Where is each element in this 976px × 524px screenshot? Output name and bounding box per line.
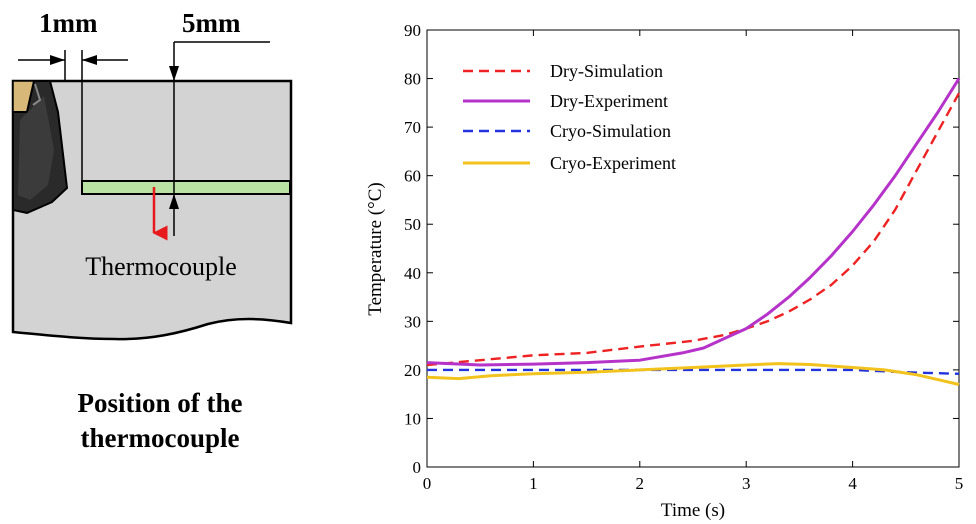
x-tick-label: 0 xyxy=(423,474,432,493)
dim-5mm-arrow-bottom xyxy=(169,194,179,209)
x-axis-label: Time (s) xyxy=(661,500,725,521)
y-tick-label: 0 xyxy=(413,458,422,477)
diagram-caption-line2: thermocouple xyxy=(81,423,240,453)
x-tick-label: 2 xyxy=(636,474,645,493)
y-tick-label: 30 xyxy=(404,312,421,331)
x-tick-label: 3 xyxy=(742,474,751,493)
y-axis-label: Temperature (°C) xyxy=(365,182,386,315)
y-tick-label: 10 xyxy=(404,409,421,428)
thermocouple-groove xyxy=(81,180,291,195)
y-tick-label: 40 xyxy=(404,264,421,283)
y-tick-label: 50 xyxy=(404,215,421,234)
y-axis-ticks: 0 10 20 30 40 50 60 70 80 90 xyxy=(404,21,959,477)
legend-label: Dry-Simulation xyxy=(550,61,663,81)
temperature-chart: 0 1 2 3 4 5 0 10 20 30 40 50 60 70 80 90 Dry-Simulatio… xyxy=(365,21,963,521)
dim-5mm-arrow-top xyxy=(169,66,179,81)
dim-1mm-arrow-left xyxy=(50,55,65,65)
tool-edge-highlight xyxy=(32,83,42,106)
legend-label: Dry-Experiment xyxy=(550,91,668,111)
legend: Dry-Simulation Dry-Experiment Cryo-Simulat… xyxy=(463,61,676,173)
series-line-dry-experiment xyxy=(426,77,961,367)
y-tick-label: 80 xyxy=(404,70,421,89)
schematic-diagram: 1mm 5mm Thermocouple Position of the the… xyxy=(11,8,293,453)
plot-frame xyxy=(426,29,960,468)
x-tick-label: 5 xyxy=(955,474,964,493)
dim-1mm-label: 1mm xyxy=(39,8,98,38)
y-tick-label: 90 xyxy=(404,21,421,40)
series-line-cryo-experiment xyxy=(426,362,960,386)
y-tick-label: 20 xyxy=(404,361,421,380)
y-tick-label: 70 xyxy=(404,118,421,137)
legend-label: Cryo-Experiment xyxy=(550,153,676,173)
diagram-caption-line1: Position of the xyxy=(78,388,243,418)
thermocouple-label: Thermocouple xyxy=(85,252,237,281)
series-line-dry-simulation xyxy=(426,92,961,367)
y-tick-label: 60 xyxy=(404,167,421,186)
tool-highlight xyxy=(18,96,54,200)
series-layer xyxy=(426,77,961,386)
x-tick-label: 4 xyxy=(848,474,857,493)
legend-label: Cryo-Simulation xyxy=(550,121,671,141)
dim-5mm-label: 5mm xyxy=(182,8,241,38)
x-axis-ticks: 0 1 2 3 4 5 xyxy=(423,30,964,493)
dim-1mm-arrow-right xyxy=(82,55,97,65)
x-tick-label: 1 xyxy=(529,474,538,493)
